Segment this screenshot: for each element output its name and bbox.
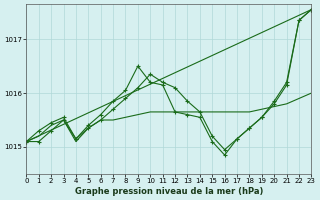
X-axis label: Graphe pression niveau de la mer (hPa): Graphe pression niveau de la mer (hPa) [75, 187, 263, 196]
